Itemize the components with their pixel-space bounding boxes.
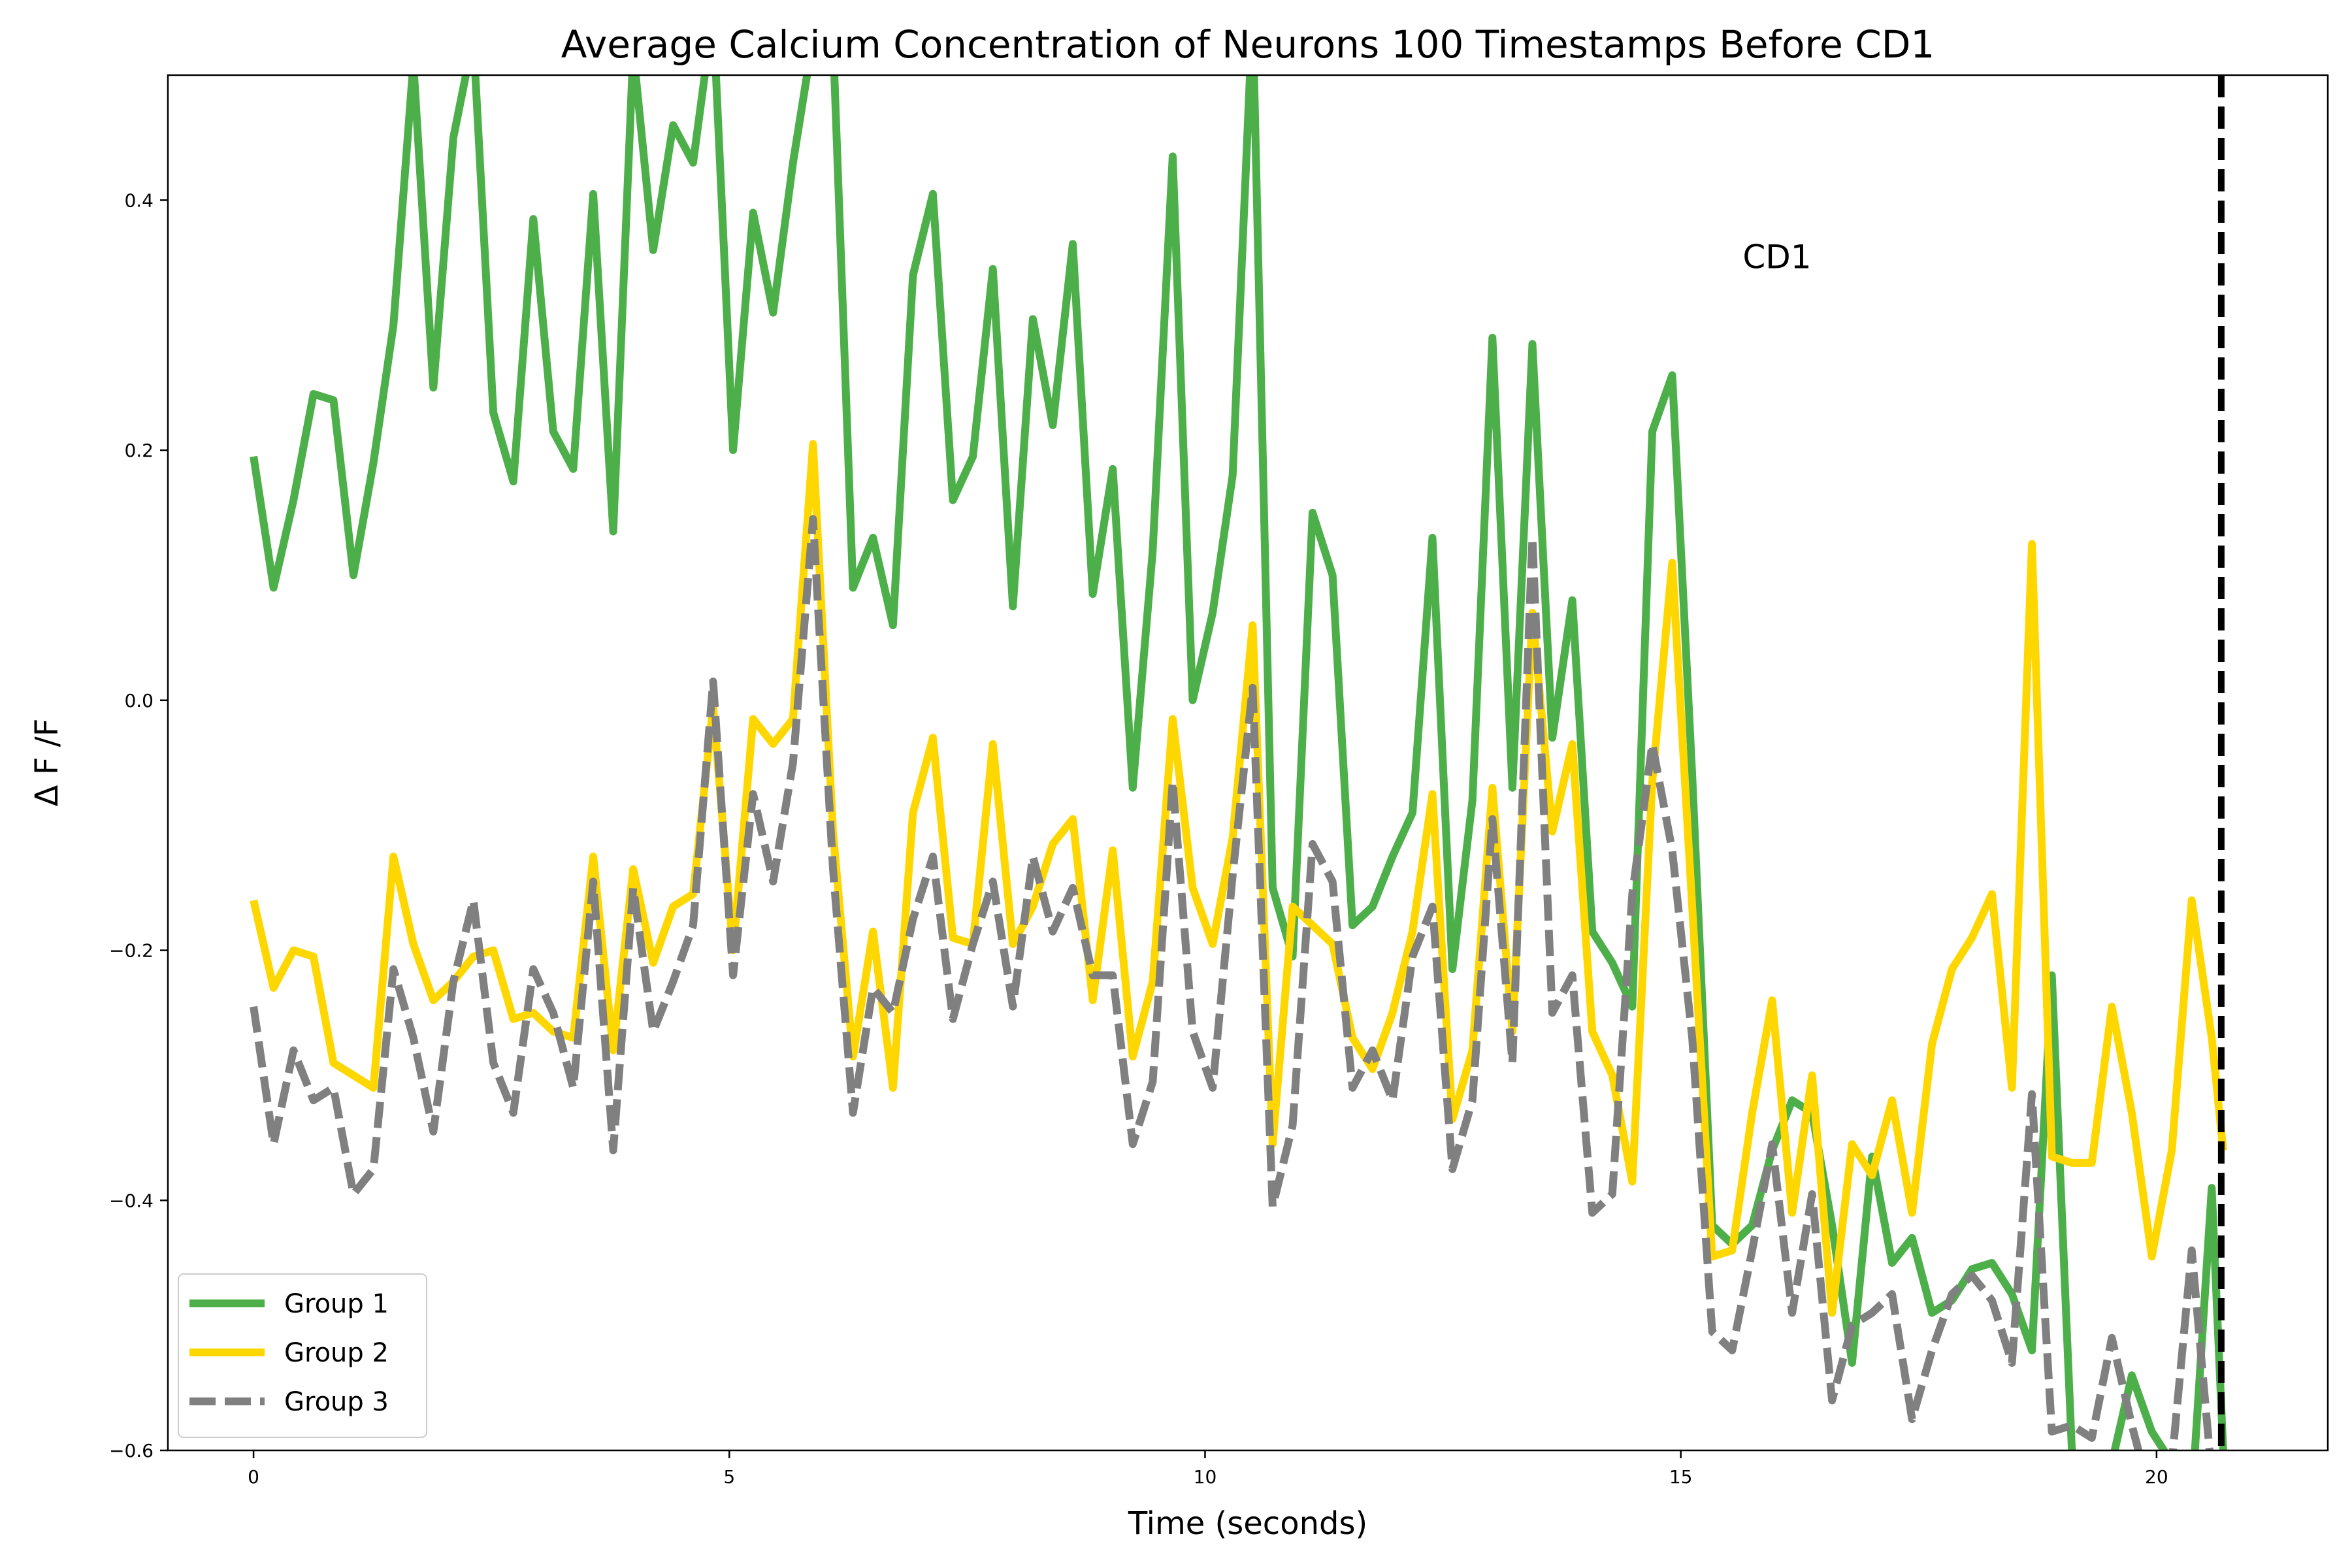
series-layer — [250, 75, 2227, 1450]
legend-label-group-1: Group 1 — [284, 1289, 389, 1319]
y-tick-label: −0.2 — [109, 940, 154, 962]
x-tick-label: 15 — [1669, 1466, 1693, 1488]
plot-frame — [167, 74, 2329, 1452]
legend: Group 1 Group 2 Group 3 — [178, 1273, 427, 1438]
y-axis-title: Δ F /F — [29, 719, 65, 807]
series-line-group-1 — [250, 75, 2227, 1450]
y-axis-ticks: −0.6 −0.4 −0.2 0.0 0.2 0.4 — [109, 189, 168, 1462]
y-tick-label: 0.0 — [124, 690, 154, 711]
series-line-group-2 — [250, 440, 2227, 1317]
legend-box — [178, 1273, 427, 1438]
chart-title: Average Calcium Concentration of Neurons… — [561, 22, 1935, 67]
y-tick-label: −0.6 — [109, 1440, 154, 1462]
legend-label-group-3: Group 3 — [284, 1387, 389, 1417]
x-tick-label: 0 — [248, 1466, 259, 1488]
series-line-group-3 — [250, 515, 2213, 1450]
x-tick-label: 10 — [1194, 1466, 1217, 1488]
y-tick-label: −0.4 — [109, 1190, 154, 1211]
cd1-annotation: CD1 — [1742, 238, 1811, 276]
x-tick-label: 5 — [723, 1466, 735, 1488]
x-axis-ticks: 0 5 10 15 20 — [248, 1450, 2168, 1488]
x-axis-title: Time (seconds) — [1128, 1505, 1367, 1542]
y-tick-label: 0.2 — [124, 440, 154, 461]
y-tick-label: 0.4 — [124, 189, 154, 211]
legend-label-group-2: Group 2 — [284, 1338, 389, 1368]
x-tick-label: 20 — [2145, 1466, 2168, 1488]
